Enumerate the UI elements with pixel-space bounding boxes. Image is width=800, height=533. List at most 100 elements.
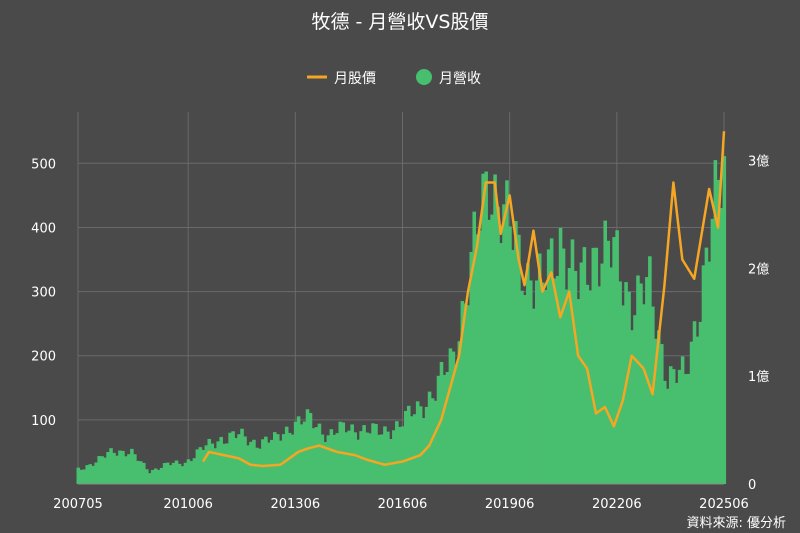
revenue-bar <box>311 428 316 484</box>
revenue-bar <box>412 414 417 484</box>
revenue-bar <box>139 461 143 484</box>
revenue-bar <box>207 438 212 484</box>
revenue-bar <box>668 366 673 484</box>
revenue-bar <box>436 375 441 484</box>
revenue-bar <box>198 447 203 484</box>
revenue-bar <box>121 450 125 484</box>
revenue-bar <box>701 265 706 484</box>
x-tick-label: 201306 <box>270 497 320 512</box>
revenue-bar <box>531 308 536 484</box>
revenue-bar <box>546 249 551 484</box>
revenue-bar <box>91 465 95 484</box>
revenue-bar <box>281 434 286 484</box>
revenue-bar <box>591 247 596 484</box>
source-note: 資料來源: 優分析 <box>686 516 786 531</box>
revenue-bar <box>222 443 226 484</box>
revenue-bar <box>213 448 218 484</box>
revenue-bar <box>543 289 548 484</box>
revenue-bar <box>585 284 590 484</box>
revenue-bar <box>374 423 378 484</box>
revenue-bar <box>275 434 280 484</box>
revenue-bar <box>597 286 602 484</box>
revenue-bar <box>186 459 191 484</box>
revenue-bar <box>142 462 146 484</box>
revenue-bar <box>561 248 566 484</box>
revenue-bar <box>150 470 155 484</box>
revenue-bar <box>627 291 631 484</box>
revenue-bar <box>534 280 539 484</box>
x-tick-label: 201006 <box>163 497 213 512</box>
revenue-bar <box>686 373 691 484</box>
revenue-bar <box>636 275 640 484</box>
revenue-bar <box>380 434 384 484</box>
x-tick-label: 201606 <box>378 497 428 512</box>
revenue-bar <box>76 467 81 484</box>
revenue-bar <box>180 466 185 484</box>
revenue-bar <box>183 462 188 484</box>
revenue-bar <box>698 321 703 484</box>
revenue-bar <box>159 467 164 484</box>
revenue-bar <box>94 462 98 484</box>
revenue-bar <box>451 351 456 484</box>
revenue-bar <box>273 432 277 484</box>
revenue-bar <box>153 468 158 484</box>
revenue-bar <box>555 275 560 484</box>
left-tick-label: 100 <box>31 414 56 429</box>
revenue-bar <box>526 263 530 484</box>
revenue-bar <box>192 458 197 484</box>
revenue-bar <box>195 449 200 484</box>
revenue-bar <box>475 234 479 484</box>
revenue-bar <box>520 290 524 484</box>
revenue-bar <box>103 457 107 484</box>
revenue-bar <box>329 429 334 484</box>
revenue-bar <box>606 240 610 484</box>
left-tick-label: 500 <box>31 157 56 172</box>
revenue-bar <box>106 452 110 484</box>
revenue-bar <box>79 469 84 484</box>
revenue-bar <box>252 439 256 484</box>
revenue-bar <box>523 295 527 484</box>
revenue-bar <box>392 430 396 484</box>
revenue-bar <box>478 230 482 484</box>
revenue-bar <box>552 278 557 484</box>
revenue-bar <box>630 330 634 484</box>
revenue-bar <box>243 436 247 484</box>
revenue-bar <box>204 445 209 484</box>
revenue-bar <box>683 374 688 484</box>
revenue-bar <box>609 267 613 484</box>
revenue-bar <box>665 388 670 484</box>
revenue-bar <box>615 230 619 484</box>
x-tick-label: 202506 <box>699 497 749 512</box>
revenue-bar <box>362 425 366 484</box>
revenue-bar <box>710 218 715 485</box>
revenue-bar <box>499 243 503 484</box>
revenue-bar <box>427 391 432 484</box>
revenue-bar <box>716 180 721 484</box>
revenue-bar <box>648 256 652 484</box>
revenue-bar <box>174 460 179 484</box>
revenue-bar <box>171 462 176 484</box>
revenue-bar <box>353 432 357 484</box>
revenue-bar <box>240 428 244 484</box>
right-tick-label: 1億 <box>748 369 769 385</box>
revenue-bar <box>704 247 709 484</box>
revenue-bar <box>395 421 399 484</box>
revenue-bar <box>296 416 301 484</box>
revenue-bar <box>284 426 289 484</box>
price-line <box>201 131 726 468</box>
revenue-bar <box>442 374 447 484</box>
revenue-bar <box>463 303 468 484</box>
revenue-bar <box>603 220 607 484</box>
revenue-bar <box>639 283 643 484</box>
revenue-bar <box>317 423 322 484</box>
revenue-bar <box>261 439 265 484</box>
right-tick-label: 0 <box>748 478 756 493</box>
revenue-bar <box>689 341 694 484</box>
revenue-bar <box>692 321 697 484</box>
revenue-bar <box>112 452 116 484</box>
revenue-bar <box>177 463 182 484</box>
revenue-bar <box>371 423 375 484</box>
revenue-bar <box>707 261 712 484</box>
revenue-bar <box>409 416 414 484</box>
